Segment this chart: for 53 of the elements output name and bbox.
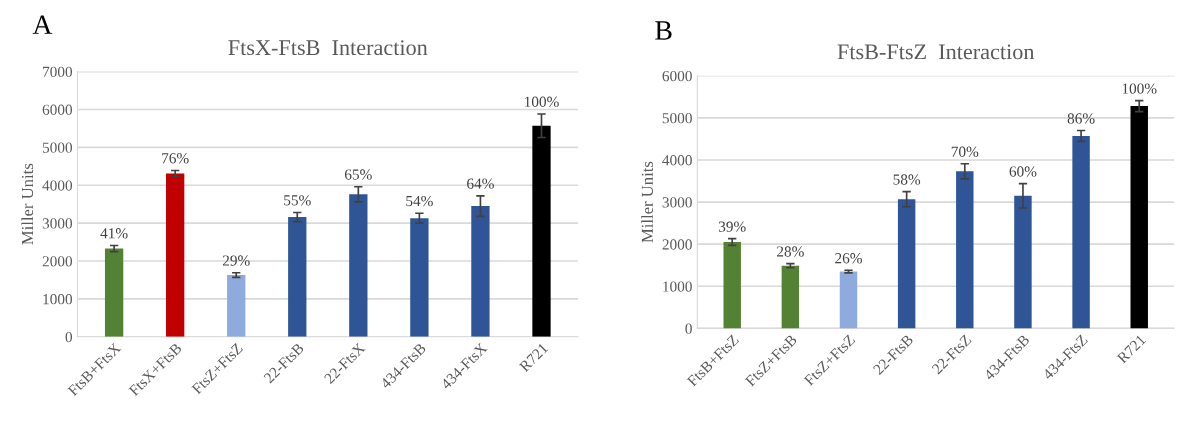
bar xyxy=(1072,135,1090,329)
bar xyxy=(227,275,246,337)
annotation: 60% xyxy=(1009,166,1037,177)
annotation: 70% xyxy=(951,146,979,157)
bar xyxy=(410,218,429,337)
bar xyxy=(956,171,974,329)
annotation: 58% xyxy=(893,174,921,185)
y-tick-label: 7000 xyxy=(43,66,73,78)
bar xyxy=(166,173,185,337)
annotation: 100% xyxy=(525,96,559,107)
y-tick-label: 6000 xyxy=(42,104,73,115)
annotation: 86% xyxy=(1067,113,1095,124)
bar xyxy=(839,271,858,329)
chart-title: FtsX-FtsB Interaction xyxy=(228,40,428,56)
y-tick-label: 0 xyxy=(685,323,692,334)
y-axis-title: Miller Units xyxy=(21,163,34,245)
bar xyxy=(288,217,307,337)
annotation: 64% xyxy=(467,178,494,189)
y-tick-label: 4000 xyxy=(42,180,73,191)
bar xyxy=(104,248,124,337)
y-tick-label: 1000 xyxy=(43,294,73,305)
annotation: 28% xyxy=(777,246,804,257)
bar xyxy=(471,206,490,337)
annotation: 41% xyxy=(100,228,128,239)
annotation: 26% xyxy=(835,253,862,264)
y-tick-label: 2000 xyxy=(662,239,692,250)
annotation: 54% xyxy=(406,195,433,207)
y-tick-label: 2000 xyxy=(42,256,73,267)
y-tick-label: 3000 xyxy=(42,218,73,229)
annotation: 55% xyxy=(284,195,311,206)
annotation: 65% xyxy=(344,169,372,180)
bar xyxy=(781,265,800,329)
y-tick-label: 3000 xyxy=(662,197,692,208)
text: A xyxy=(32,15,53,34)
bar xyxy=(1014,195,1032,329)
annotation: 39% xyxy=(718,221,746,232)
bar xyxy=(349,194,368,337)
y-tick-label: 5000 xyxy=(42,142,73,153)
annotation: 29% xyxy=(222,255,250,266)
y-tick-label: 1000 xyxy=(663,281,692,292)
annotation: 76% xyxy=(162,153,189,164)
bar xyxy=(897,199,916,329)
y-tick-label: 4000 xyxy=(662,155,692,166)
bar xyxy=(1130,106,1148,329)
y-axis-title: Miller Units xyxy=(641,161,653,243)
bar xyxy=(723,242,741,329)
y-tick-label: 0 xyxy=(65,331,73,343)
y-tick-label: 5000 xyxy=(662,113,692,124)
y-tick-label: 6000 xyxy=(662,70,692,82)
chart-title: FtsB-FtsZ Interaction xyxy=(837,44,1035,60)
bar xyxy=(532,125,551,337)
text: B xyxy=(655,21,672,40)
annotation: 100% xyxy=(1122,83,1157,94)
